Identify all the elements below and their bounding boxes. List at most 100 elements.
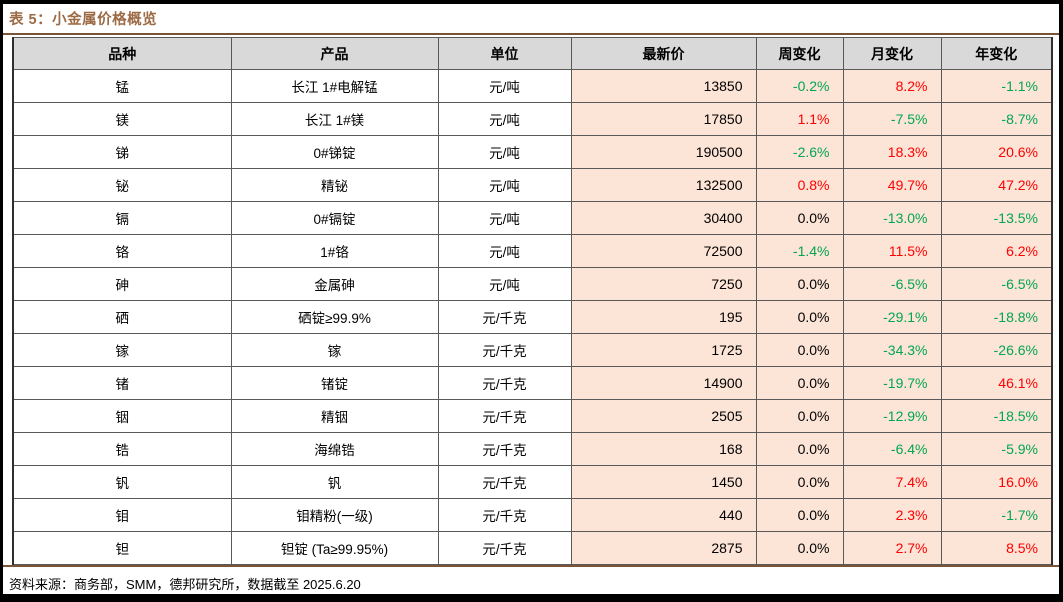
product-cell: 长江 1#镁 [230, 102, 439, 136]
year-change-cell: 16.0% [940, 465, 1053, 499]
variety-cell: 砷 [12, 267, 232, 301]
month-change-cell: -29.1% [842, 300, 942, 334]
month-change-cell: -12.9% [842, 399, 942, 433]
week-change-cell: 0.8% [755, 168, 844, 202]
year-change-cell: 20.6% [940, 135, 1053, 169]
unit-cell: 元/吨 [437, 102, 572, 136]
header-cell-1: 产品 [230, 37, 439, 70]
product-cell: 锗锭 [230, 366, 439, 400]
table-title-bar: 表 5：小金属价格概览 [3, 4, 1059, 33]
year-change-cell: 46.1% [940, 366, 1053, 400]
variety-cell: 硒 [12, 300, 232, 334]
price-table-wrap: 品种 产品 单位 最新价 周变化 月变化 年变化 锰长江 1#电解锰 元/吨 13850 -0.2… [12, 37, 1059, 565]
month-change-cell: -6.5% [842, 267, 942, 301]
header-cell-3: 最新价 [570, 37, 757, 70]
product-cell: 精铟 [230, 399, 439, 433]
week-change-cell: 0.0% [755, 531, 844, 565]
price-cell: 440 [570, 498, 757, 532]
year-change-cell: 47.2% [940, 168, 1053, 202]
table-title: 表 5：小金属价格概览 [9, 12, 158, 28]
year-change-cell: -5.9% [940, 432, 1053, 466]
unit-cell: 元/吨 [437, 267, 572, 301]
unit-cell: 元/吨 [437, 201, 572, 235]
source-note: 资料来源：商务部，SMM，德邦研究所，数据截至 2025.6.20 [9, 577, 361, 592]
price-cell: 190500 [570, 135, 757, 169]
variety-cell: 钽 [12, 531, 232, 565]
unit-cell: 元/千克 [437, 399, 572, 433]
month-change-cell: 2.3% [842, 498, 942, 532]
week-change-cell: -0.2% [755, 69, 844, 103]
table-row: 铬 1#铬 元/吨 72500 -1.4% 11.5% 6.2% [12, 234, 1053, 268]
product-cell: 钽锭 (Ta≥99.95%) [230, 531, 439, 565]
price-cell: 168 [570, 432, 757, 466]
table-row: 铟精铟 元/千克 2505 0.0% -12.9% -18.5% [12, 399, 1053, 433]
table-row: 镉 0#镉锭 元/吨 30400 0.0% -13.0% -13.5% [12, 201, 1053, 235]
week-change-cell: 1.1% [755, 102, 844, 136]
month-change-cell: 49.7% [842, 168, 942, 202]
unit-cell: 元/千克 [437, 531, 572, 565]
price-cell: 195 [570, 300, 757, 334]
table-row: 锑 0#锑锭 元/吨 190500 -2.6% 18.3% 20.6% [12, 135, 1053, 169]
table-row: 锗锗锭 元/千克 14900 0.0% -19.7% 46.1% [12, 366, 1053, 400]
year-change-cell: -26.6% [940, 333, 1053, 367]
year-change-cell: -1.1% [940, 69, 1053, 103]
header-row: 品种 产品 单位 最新价 周变化 月变化 年变化 [12, 37, 1053, 70]
unit-cell: 元/吨 [437, 69, 572, 103]
variety-cell: 镓 [12, 333, 232, 367]
variety-cell: 铬 [12, 234, 232, 268]
price-cell: 13850 [570, 69, 757, 103]
year-change-cell: -1.7% [940, 498, 1053, 532]
product-cell: 1#铬 [230, 234, 439, 268]
variety-cell: 镉 [12, 201, 232, 235]
unit-cell: 元/吨 [437, 234, 572, 268]
month-change-cell: -6.4% [842, 432, 942, 466]
table-row: 钼钼精粉(一级) 元/千克 440 0.0% 2.3% -1.7% [12, 498, 1053, 532]
week-change-cell: 0.0% [755, 465, 844, 499]
unit-cell: 元/千克 [437, 366, 572, 400]
week-change-cell: -1.4% [755, 234, 844, 268]
table-body: 锰长江 1#电解锰 元/吨 13850 -0.2% 8.2% -1.1% 镁长江 1#镁 元/… [12, 69, 1053, 565]
month-change-cell: 8.2% [842, 69, 942, 103]
week-change-cell: 0.0% [755, 267, 844, 301]
table-row: 硒硒锭≥99.9% 元/千克 195 0.0% -29.1% -18.8% [12, 300, 1053, 334]
month-change-cell: -34.3% [842, 333, 942, 367]
year-change-cell: -8.7% [940, 102, 1053, 136]
variety-cell: 锑 [12, 135, 232, 169]
week-change-cell: -2.6% [755, 135, 844, 169]
price-cell: 132500 [570, 168, 757, 202]
table-row: 镁长江 1#镁 元/吨 17850 1.1% -7.5% -8.7% [12, 102, 1053, 136]
product-cell: 精铋 [230, 168, 439, 202]
variety-cell: 锗 [12, 366, 232, 400]
year-change-cell: -18.5% [940, 399, 1053, 433]
week-change-cell: 0.0% [755, 432, 844, 466]
variety-cell: 锆 [12, 432, 232, 466]
header-cell-6: 年变化 [940, 37, 1053, 70]
unit-cell: 元/千克 [437, 333, 572, 367]
month-change-cell: 11.5% [842, 234, 942, 268]
unit-cell: 元/千克 [437, 432, 572, 466]
week-change-cell: 0.0% [755, 498, 844, 532]
table-row: 钽钽锭 (Ta≥99.95%) 元/千克 2875 0.0% 2.7% 8.5% [12, 531, 1053, 565]
price-cell: 30400 [570, 201, 757, 235]
year-change-cell: 8.5% [940, 531, 1053, 565]
price-cell: 1725 [570, 333, 757, 367]
product-cell: 0#镉锭 [230, 201, 439, 235]
month-change-cell: 2.7% [842, 531, 942, 565]
variety-cell: 铟 [12, 399, 232, 433]
table-row: 铋精铋 元/吨 132500 0.8% 49.7% 47.2% [12, 168, 1053, 202]
table-row: 镓镓元/千克 1725 0.0% -34.3% -26.6% [12, 333, 1053, 367]
header-cell-0: 品种 [12, 37, 232, 70]
table-row: 砷金属砷 元/吨 7250 0.0% -6.5% -6.5% [12, 267, 1053, 301]
week-change-cell: 0.0% [755, 399, 844, 433]
price-cell: 7250 [570, 267, 757, 301]
unit-cell: 元/吨 [437, 168, 572, 202]
product-cell: 硒锭≥99.9% [230, 300, 439, 334]
product-cell: 海绵锆 [230, 432, 439, 466]
month-change-cell: -19.7% [842, 366, 942, 400]
header-cell-2: 单位 [437, 37, 572, 70]
bottom-rule [3, 565, 1059, 567]
product-cell: 长江 1#电解锰 [230, 69, 439, 103]
table-row: 锰长江 1#电解锰 元/吨 13850 -0.2% 8.2% -1.1% [12, 69, 1053, 103]
price-cell: 1450 [570, 465, 757, 499]
